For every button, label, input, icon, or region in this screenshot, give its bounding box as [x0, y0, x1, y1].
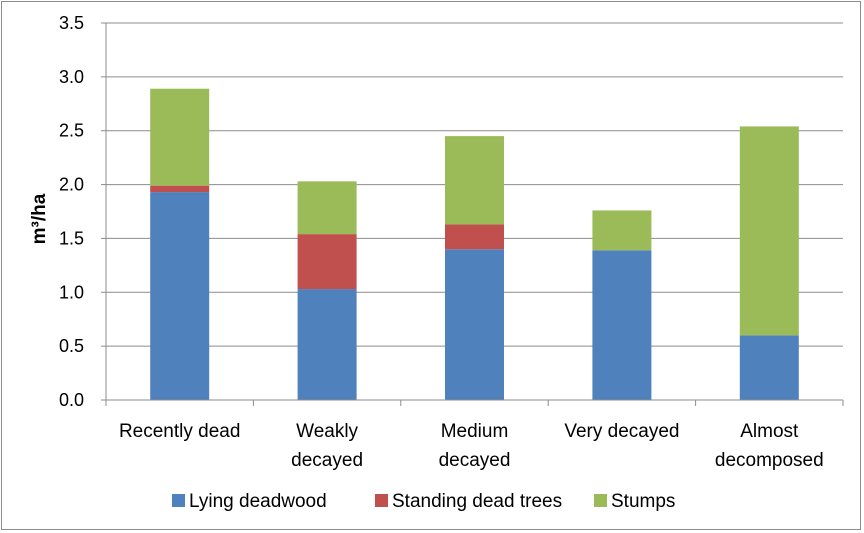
legend-label: Standing dead trees — [392, 491, 562, 512]
legend-swatch — [172, 494, 185, 507]
x-tick-label: decayed — [291, 450, 363, 471]
x-tick-label: Weakly — [296, 421, 358, 442]
axes — [101, 22, 844, 406]
x-tick-labels: Recently dead Weakly decayed Medium decayed V… — [119, 421, 824, 471]
y-tick-label: 3.5 — [59, 13, 84, 33]
legend-label: Lying deadwood — [189, 491, 327, 512]
gridlines — [106, 22, 843, 347]
bar-segment — [592, 250, 652, 400]
y-tick-label: 3.0 — [59, 67, 84, 87]
y-tick-label: 1.0 — [59, 282, 84, 302]
x-tick-label: decomposed — [715, 450, 824, 471]
legend-label: Stumps — [611, 491, 675, 512]
y-tick-labels: 0.0 0.5 1.0 1.5 2.0 2.5 3.0 3.5 — [59, 13, 84, 410]
y-tick-label: 2.0 — [59, 175, 84, 195]
bar-segment — [739, 126, 799, 336]
legend-item: Stumps — [594, 491, 675, 512]
x-tick-label: Almost — [740, 421, 799, 442]
x-tick-label: Very decayed — [564, 421, 679, 442]
bar-segment — [297, 234, 357, 290]
bar-segment — [592, 210, 652, 251]
bar-segment — [445, 224, 504, 250]
bar-segment — [445, 249, 504, 400]
bar-segment — [150, 88, 210, 186]
legend-swatch — [594, 494, 607, 507]
bar-segment — [445, 136, 504, 225]
y-tick-label: 2.5 — [59, 121, 84, 141]
legend-swatch — [375, 494, 388, 507]
bars — [150, 88, 799, 400]
x-tick-label: decayed — [439, 450, 511, 471]
y-tick-label: 1.5 — [59, 228, 84, 248]
bar-segment — [150, 185, 210, 193]
x-tick-label: Medium — [441, 421, 509, 442]
bar-segment — [739, 335, 799, 400]
bar-segment — [297, 289, 357, 400]
y-tick-label: 0.0 — [59, 390, 84, 410]
y-axis-label: m³/ha — [29, 193, 50, 244]
bar-segment — [150, 192, 210, 400]
legend-item: Lying deadwood — [172, 491, 327, 512]
y-tick-label: 0.5 — [59, 336, 84, 356]
legend: Lying deadwood Standing dead trees Stumps — [172, 491, 675, 512]
bar-segment — [297, 181, 357, 235]
legend-item: Standing dead trees — [375, 491, 562, 512]
x-tick-label: Recently dead — [119, 421, 240, 442]
